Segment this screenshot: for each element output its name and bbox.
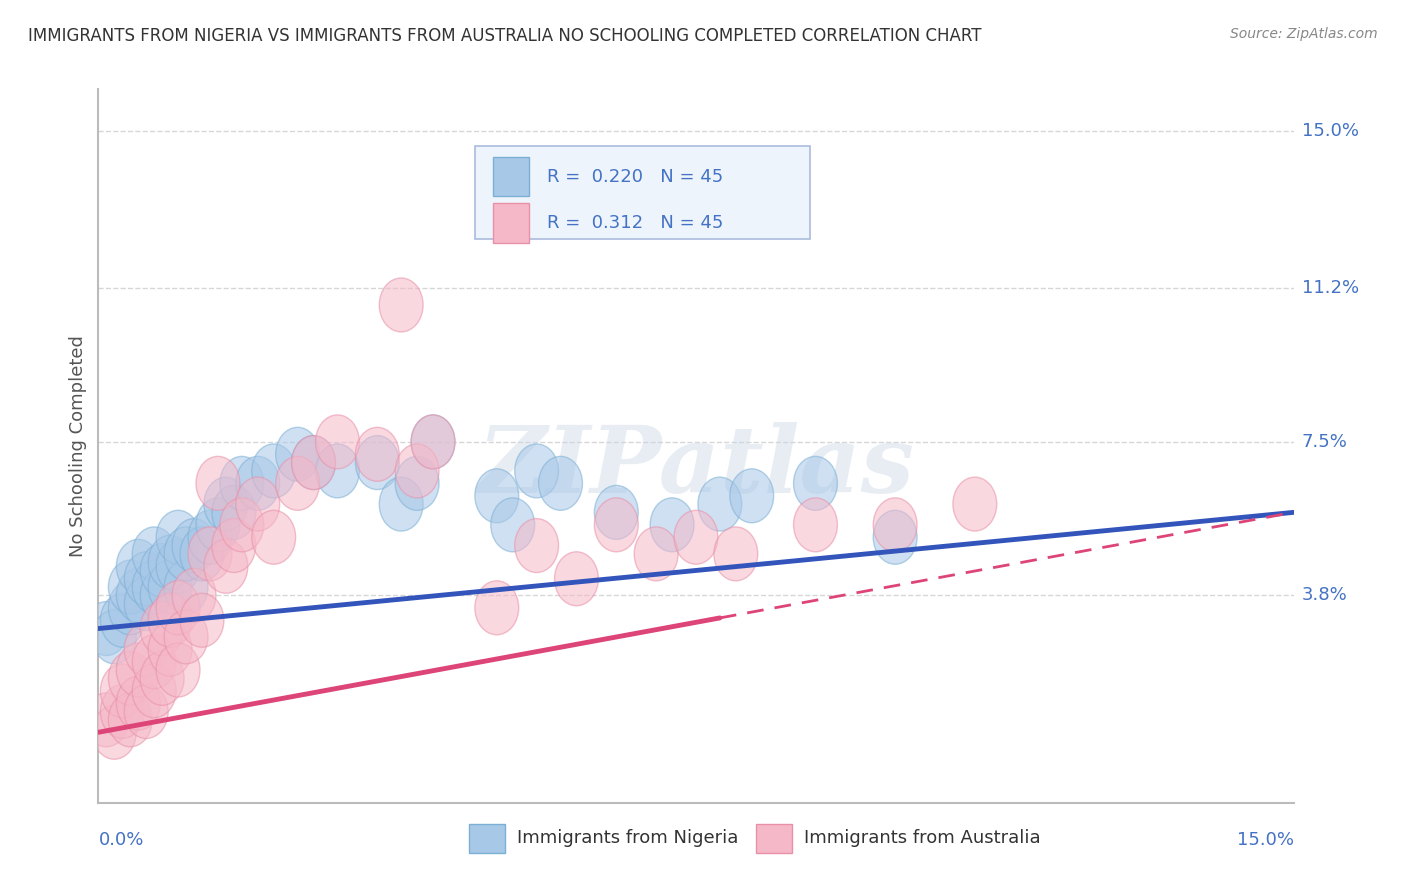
- Y-axis label: No Schooling Completed: No Schooling Completed: [69, 335, 87, 557]
- Text: 0.0%: 0.0%: [98, 830, 143, 848]
- FancyBboxPatch shape: [494, 157, 529, 196]
- Text: 15.0%: 15.0%: [1302, 121, 1358, 140]
- FancyBboxPatch shape: [494, 203, 529, 243]
- Text: R =  0.220   N = 45: R = 0.220 N = 45: [547, 168, 723, 186]
- Text: 3.8%: 3.8%: [1302, 586, 1347, 605]
- Text: ZIPatlas: ZIPatlas: [478, 423, 914, 512]
- Text: 11.2%: 11.2%: [1302, 279, 1360, 297]
- Text: R =  0.312   N = 45: R = 0.312 N = 45: [547, 214, 723, 232]
- Text: Immigrants from Australia: Immigrants from Australia: [804, 830, 1040, 847]
- FancyBboxPatch shape: [470, 824, 505, 853]
- Text: Source: ZipAtlas.com: Source: ZipAtlas.com: [1230, 27, 1378, 41]
- Text: Immigrants from Nigeria: Immigrants from Nigeria: [517, 830, 738, 847]
- Text: 15.0%: 15.0%: [1236, 830, 1294, 848]
- Text: IMMIGRANTS FROM NIGERIA VS IMMIGRANTS FROM AUSTRALIA NO SCHOOLING COMPLETED CORR: IMMIGRANTS FROM NIGERIA VS IMMIGRANTS FR…: [28, 27, 981, 45]
- FancyBboxPatch shape: [475, 146, 810, 239]
- FancyBboxPatch shape: [756, 824, 792, 853]
- Text: 7.5%: 7.5%: [1302, 433, 1348, 450]
